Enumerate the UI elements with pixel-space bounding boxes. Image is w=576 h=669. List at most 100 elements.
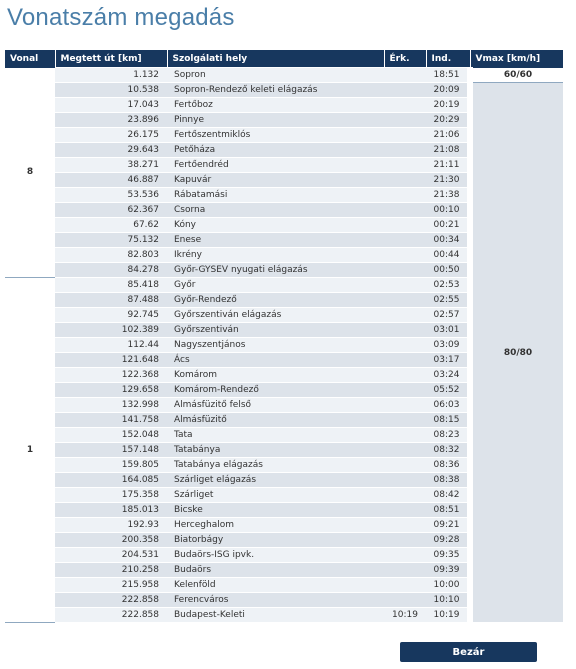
distance-cell: 132.998	[55, 397, 167, 413]
departure-cell: 21:06	[426, 127, 470, 143]
arrival-cell	[384, 232, 426, 248]
distance-cell: 164.085	[55, 472, 167, 488]
station-cell: Kelenföld	[167, 577, 384, 593]
station-cell: Nagyszentjános	[167, 337, 384, 353]
station-cell: Fertőszentmiklós	[167, 127, 384, 143]
arrival-cell	[384, 277, 426, 293]
table-row: 204.531 Budaörs-ISG ipvk. 09:35	[5, 547, 563, 563]
arrival-cell: 10:19	[384, 607, 426, 622]
arrival-cell	[384, 412, 426, 428]
station-cell: Fertőboz	[167, 97, 384, 113]
departure-cell: 21:11	[426, 157, 470, 173]
station-cell: Pinnye	[167, 112, 384, 128]
table-row: 200.358 Biatorbágy 09:28	[5, 532, 563, 548]
distance-cell: 157.148	[55, 442, 167, 458]
departure-cell: 02:53	[426, 277, 470, 293]
table-row: 17.043 Fertőboz 20:19	[5, 97, 563, 113]
departure-cell: 09:35	[426, 547, 470, 563]
arrival-cell	[384, 187, 426, 203]
station-cell: Csorna	[167, 202, 384, 218]
departure-cell: 08:23	[426, 427, 470, 443]
header-arrival: Érk.	[384, 50, 427, 68]
arrival-cell	[384, 517, 426, 533]
table-row: 210.258 Budaörs 09:39	[5, 562, 563, 578]
arrival-cell	[384, 427, 426, 443]
departure-cell: 00:34	[426, 232, 470, 248]
arrival-cell	[384, 562, 426, 578]
departure-cell: 21:30	[426, 172, 470, 188]
departure-cell: 08:15	[426, 412, 470, 428]
arrival-cell	[384, 307, 426, 323]
table-row: 132.998 Almásfüzitő felső 06:03	[5, 397, 563, 413]
table-row: 112.44 Nagyszentjános 03:09	[5, 337, 563, 353]
arrival-cell	[384, 367, 426, 383]
station-cell: Ikrény	[167, 247, 384, 263]
departure-cell: 10:00	[426, 577, 470, 593]
distance-cell: 10.538	[55, 82, 167, 98]
station-cell: Szárliget elágazás	[167, 472, 384, 488]
table-row: 222.858 Budapest-Keleti 10:19 10:19	[5, 607, 563, 622]
distance-cell: 175.358	[55, 487, 167, 503]
distance-cell: 82.803	[55, 247, 167, 263]
distance-cell: 46.887	[55, 172, 167, 188]
table-row: 26.175 Fertőszentmiklós 21:06	[5, 127, 563, 143]
table-row: 152.048 Tata 08:23	[5, 427, 563, 443]
close-button[interactable]: Bezár	[400, 642, 537, 662]
table-row: 29.643 Petőháza 21:08	[5, 142, 563, 158]
arrival-cell	[384, 172, 426, 188]
departure-cell: 00:21	[426, 217, 470, 233]
departure-cell: 00:44	[426, 247, 470, 263]
table-row: 129.658 Komárom-Rendező 05:52	[5, 382, 563, 398]
arrival-cell	[384, 487, 426, 503]
station-cell: Győr	[167, 277, 384, 293]
table-row: 38.271 Fertőendréd 21:11	[5, 157, 563, 173]
departure-cell: 10:10	[426, 592, 470, 608]
station-cell: Tatabánya	[167, 442, 384, 458]
distance-cell: 159.805	[55, 457, 167, 473]
distance-cell: 62.367	[55, 202, 167, 218]
arrival-cell	[384, 382, 426, 398]
distance-cell: 38.271	[55, 157, 167, 173]
departure-cell: 08:36	[426, 457, 470, 473]
header-line: Vonal	[5, 50, 56, 68]
station-cell: Herceghalom	[167, 517, 384, 533]
departure-cell: 03:01	[426, 322, 470, 338]
table-row: 141.758 Almásfüzitő 08:15	[5, 412, 563, 428]
station-cell: Tatabánya elágazás	[167, 457, 384, 473]
departure-cell: 08:42	[426, 487, 470, 503]
table-row: 67.62 Kóny 00:21	[5, 217, 563, 233]
distance-cell: 141.758	[55, 412, 167, 428]
station-cell: Kapuvár	[167, 172, 384, 188]
distance-cell: 17.043	[55, 97, 167, 113]
table-row: 10.538 Sopron-Rendező keleti elágazás 20:0…	[5, 82, 563, 622]
distance-cell: 29.643	[55, 142, 167, 158]
table-row: 53.536 Rábatamási 21:38	[5, 187, 563, 203]
station-cell: Győr-Rendező	[167, 292, 384, 308]
departure-cell: 03:17	[426, 352, 470, 368]
departure-cell: 08:38	[426, 472, 470, 488]
departure-cell: 02:55	[426, 292, 470, 308]
station-cell: Sopron-Rendező keleti elágazás	[167, 82, 384, 98]
distance-cell: 129.658	[55, 382, 167, 398]
table-row: 8 1.132 Sopron 18:51 60/60	[5, 67, 563, 278]
departure-cell: 08:32	[426, 442, 470, 458]
departure-cell: 21:08	[426, 142, 470, 158]
arrival-cell	[384, 472, 426, 488]
arrival-cell	[384, 457, 426, 473]
vmax-cell: 60/60	[467, 67, 563, 83]
departure-cell: 20:29	[426, 112, 470, 128]
header-station: Szolgálati hely	[167, 50, 385, 68]
arrival-cell	[384, 157, 426, 173]
distance-cell: 92.745	[55, 307, 167, 323]
distance-cell: 84.278	[55, 262, 167, 278]
departure-cell: 20:09	[426, 82, 470, 98]
station-cell: Győrszentiván	[167, 322, 384, 338]
station-cell: Kóny	[167, 217, 384, 233]
arrival-cell	[384, 592, 426, 608]
station-cell: Almásfüzitő felső	[167, 397, 384, 413]
table-row: 159.805 Tatabánya elágazás 08:36	[5, 457, 563, 473]
table-row: 62.367 Csorna 00:10	[5, 202, 563, 218]
arrival-cell	[384, 577, 426, 593]
table-row: 122.368 Komárom 03:24	[5, 367, 563, 383]
distance-cell: 85.418	[55, 277, 167, 293]
